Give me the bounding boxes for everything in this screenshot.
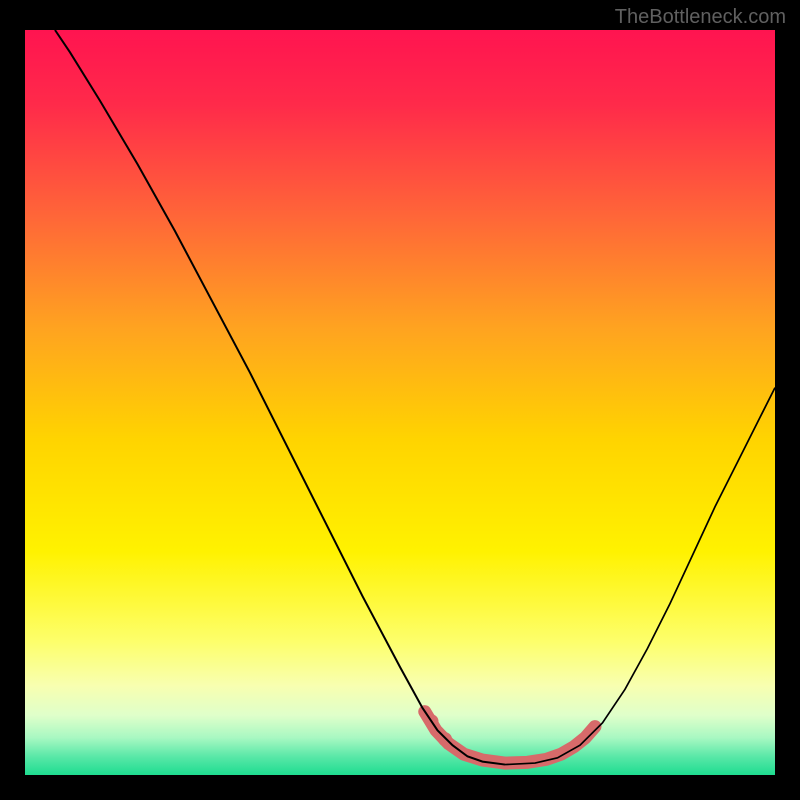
watermark-text: TheBottleneck.com bbox=[615, 6, 786, 29]
plot-area bbox=[25, 30, 775, 775]
left-curve bbox=[55, 30, 505, 765]
chart-svg bbox=[25, 30, 775, 775]
right-curve bbox=[505, 388, 775, 765]
